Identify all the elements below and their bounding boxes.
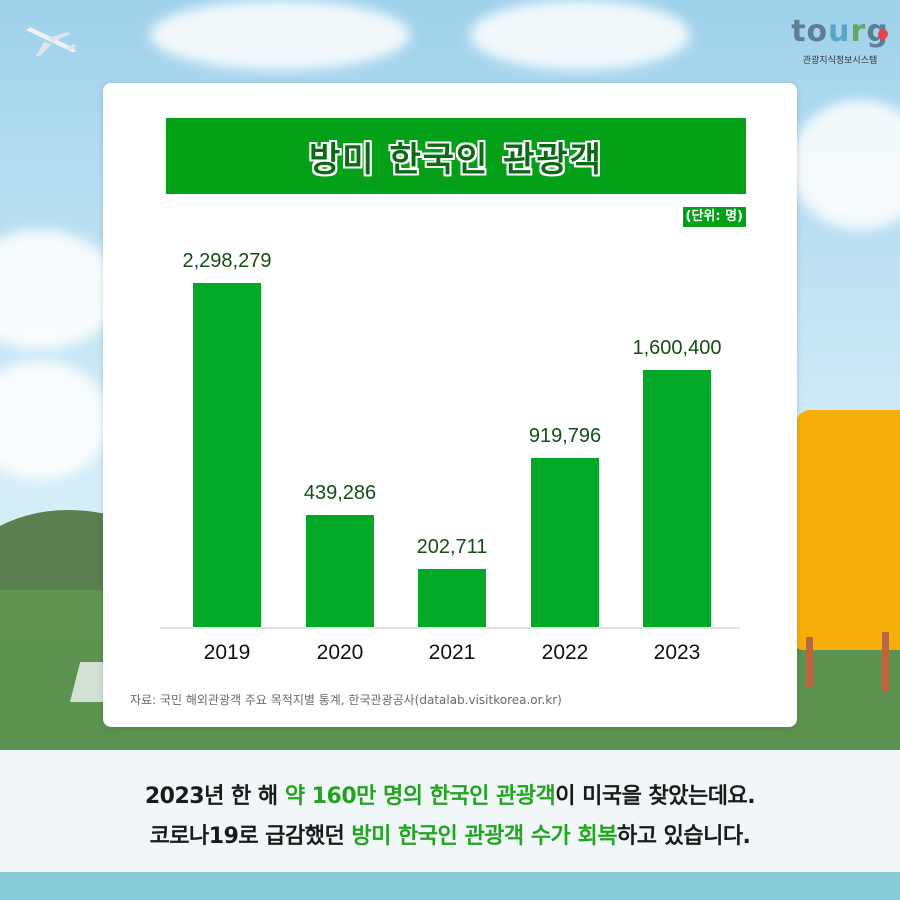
caption-text: 이 미국을 찾았는데요. bbox=[555, 784, 756, 809]
caption-text: 2023년 한 해 bbox=[144, 784, 285, 809]
tree-trunk-decoration bbox=[806, 637, 813, 687]
cloud-decoration bbox=[150, 0, 410, 70]
caption-line-1: 2023년 한 해 약 160만 명의 한국인 관광객이 미국을 찾았는데요. bbox=[0, 778, 900, 810]
caption-text: 코로나19로 급감했던 bbox=[149, 824, 352, 849]
bar-group-2023: 1,600,400 bbox=[622, 337, 732, 627]
bar-2021 bbox=[418, 569, 486, 627]
cloud-decoration bbox=[790, 100, 900, 230]
logo-letter: u bbox=[828, 14, 851, 49]
airplane-icon bbox=[26, 27, 76, 56]
caption-area: 2023년 한 해 약 160만 명의 한국인 관광객이 미국을 찾았는데요. … bbox=[0, 750, 900, 872]
logo-letter: r bbox=[850, 14, 867, 49]
x-tick-label: 2021 bbox=[428, 641, 476, 664]
chart-card: 방미 한국인 관광객 (단위: 명) 2,298,279 439,286 202… bbox=[103, 83, 797, 727]
bar-group-2022: 919,796 bbox=[510, 425, 620, 627]
x-tick-label: 2020 bbox=[316, 641, 364, 664]
logo-subtitle: 관광지식정보시스템 bbox=[802, 56, 878, 66]
caption-highlight: 방미 한국인 관광객 수가 회복 bbox=[351, 824, 617, 849]
bar-group-2020: 439,286 bbox=[285, 482, 395, 627]
bar-group-2021: 202,711 bbox=[397, 536, 507, 627]
bar-value-label: 1,600,400 bbox=[632, 337, 722, 359]
logo-letter: t bbox=[791, 14, 807, 49]
bar-group-2019: 2,298,279 bbox=[172, 250, 282, 627]
bottom-band bbox=[0, 872, 900, 900]
bar-chart: 2,298,279 439,286 202,711 919,796 1,600,… bbox=[160, 233, 740, 713]
cloud-decoration bbox=[470, 0, 690, 70]
x-axis-line bbox=[160, 627, 740, 629]
logo-wordmark: tourg bbox=[790, 15, 890, 49]
bar-value-label: 202,711 bbox=[416, 536, 488, 558]
unit-badge: (단위: 명) bbox=[682, 207, 746, 227]
bar-value-label: 919,796 bbox=[528, 425, 602, 447]
bar-value-label: 439,286 bbox=[303, 482, 377, 504]
yellow-tree-decoration bbox=[796, 410, 900, 650]
source-note: 자료: 국민 해외관광객 주요 목적지별 통계, 한국관광공사(datalab.… bbox=[130, 693, 562, 707]
bar-2023 bbox=[643, 370, 711, 627]
bar-value-label: 2,298,279 bbox=[182, 250, 272, 272]
bar-2020 bbox=[306, 515, 374, 627]
logo-letter: o bbox=[806, 14, 829, 49]
chart-title-bar: 방미 한국인 관광객 bbox=[166, 118, 746, 194]
x-tick-label: 2023 bbox=[653, 641, 701, 664]
caption-text: 하고 있습니다. bbox=[616, 824, 751, 849]
caption-line-2: 코로나19로 급감했던 방미 한국인 관광객 수가 회복하고 있습니다. bbox=[0, 818, 900, 850]
chart-title: 방미 한국인 관광객 bbox=[309, 139, 603, 180]
bar-2019 bbox=[193, 283, 261, 627]
bar-2022 bbox=[531, 458, 599, 627]
tourgo-logo: tourg 관광지식정보시스템 bbox=[790, 15, 891, 75]
cloud-decoration bbox=[0, 230, 120, 350]
x-tick-label: 2019 bbox=[203, 641, 251, 664]
tree-trunk-decoration bbox=[882, 632, 889, 692]
x-tick-label: 2022 bbox=[541, 641, 589, 664]
cloud-decoration bbox=[0, 360, 110, 480]
caption-highlight: 약 160만 명의 한국인 관광객 bbox=[284, 784, 556, 809]
